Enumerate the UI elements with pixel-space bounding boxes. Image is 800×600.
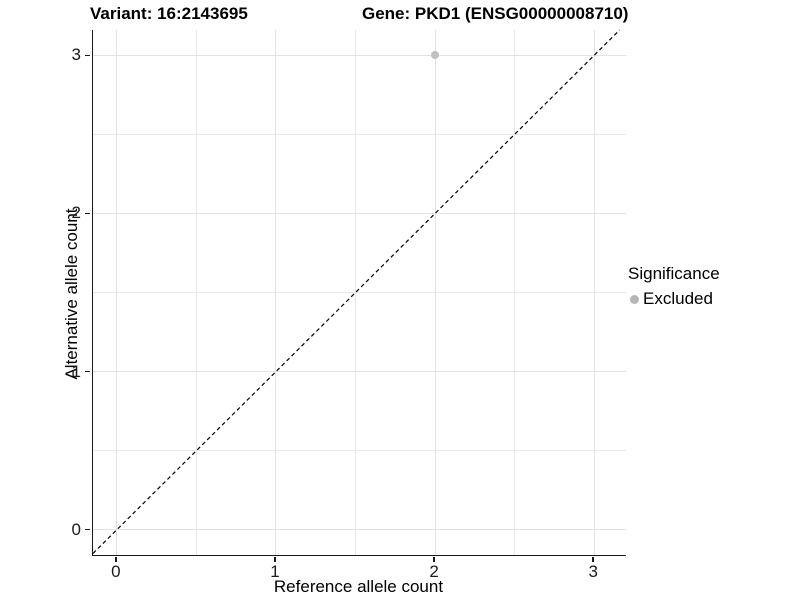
- y-tick-label: 1: [71, 361, 81, 381]
- gridline-major-v: [434, 30, 436, 555]
- legend: Significance Excluded: [628, 264, 720, 309]
- x-axis-title: Reference allele count: [273, 577, 444, 596]
- x-tick-label: 1: [270, 562, 280, 581]
- gridline-major-h: [93, 54, 626, 56]
- gridline-major-h: [93, 371, 626, 373]
- identity-line-layer: [92, 29, 621, 554]
- x-tick-label: 0: [111, 562, 121, 581]
- x-tick-label: 3: [588, 562, 598, 581]
- legend-key-dot-icon: [630, 294, 639, 304]
- y-tick-mark: [85, 54, 91, 57]
- gridline-minor-h: [93, 450, 626, 452]
- legend-item-label: Excluded: [643, 289, 713, 308]
- gridline-minor-h: [93, 292, 626, 293]
- x-tick-label: 2: [429, 562, 439, 581]
- legend-item-excluded: Excluded: [628, 289, 720, 309]
- y-tick-mark: [85, 528, 91, 531]
- y-tick-label: 3: [71, 45, 81, 65]
- y-tick-mark: [85, 370, 91, 373]
- y-tick-label: 2: [71, 203, 81, 223]
- gridline-major-h: [93, 212, 626, 214]
- x-tick-mark: [115, 556, 117, 562]
- data-point: [431, 51, 440, 60]
- legend-title: Significance: [628, 264, 720, 283]
- x-tick-mark: [274, 556, 276, 562]
- identity-line: [92, 29, 621, 554]
- x-tick-mark: [592, 556, 594, 562]
- gridline-minor-h: [93, 133, 626, 135]
- gridline-major-v: [593, 30, 595, 555]
- x-tick-mark: [433, 556, 435, 562]
- y-tick-label: 0: [71, 519, 81, 539]
- gene-title: Gene: PKD1 (ENSG00000008710): [362, 4, 629, 23]
- gridline-major-v: [275, 30, 277, 555]
- y-tick-mark: [85, 212, 91, 215]
- variant-title: Variant: 16:2143695: [90, 4, 248, 23]
- gridline-minor-v: [514, 30, 516, 555]
- plot-panel: [92, 29, 626, 556]
- gridline-major-h: [93, 529, 626, 531]
- y-axis-title: Alternative allele count: [62, 208, 81, 380]
- gridline-major-v: [116, 30, 118, 555]
